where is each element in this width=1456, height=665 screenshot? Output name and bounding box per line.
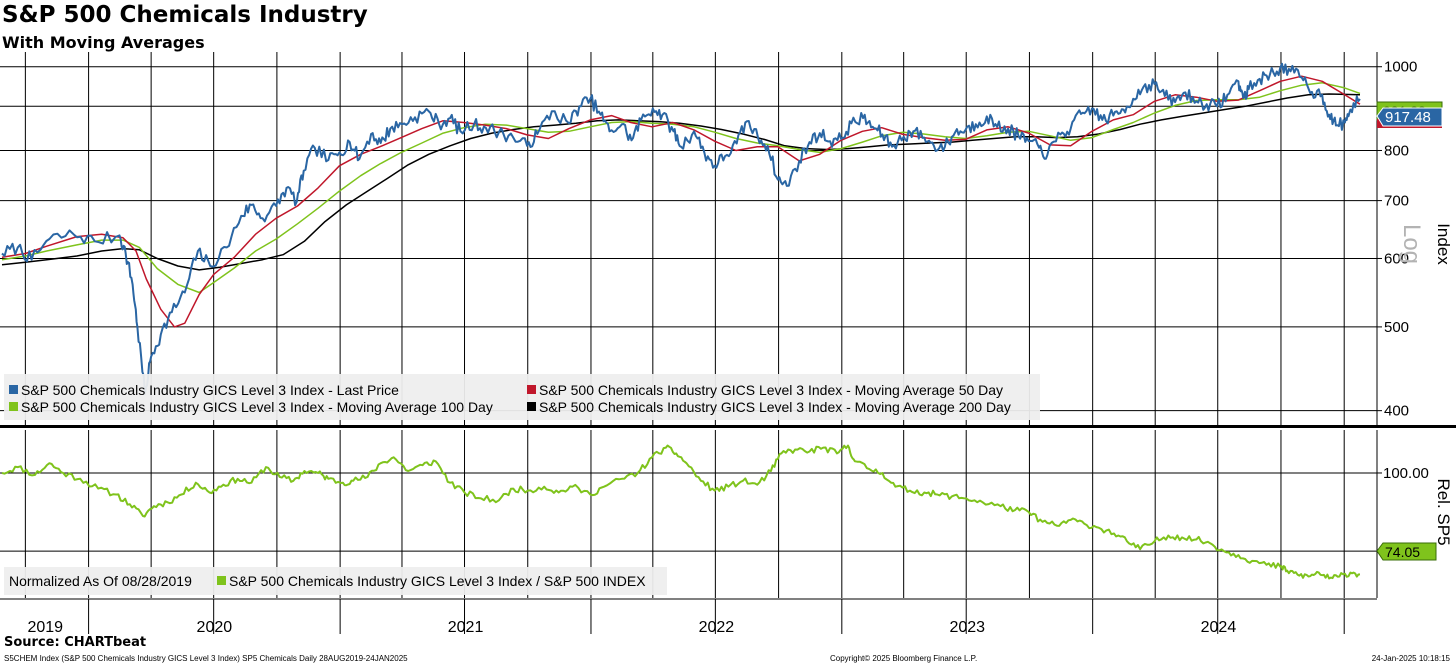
- legend-swatch-relative: [217, 576, 226, 585]
- relative-last-tag-label: 74.05: [1385, 544, 1420, 560]
- upper-y-axis: 400 500 600 700 800 1000: [1376, 52, 1417, 425]
- source-label: Source: CHARTbeat: [4, 635, 147, 650]
- chart-title: S&P 500 Chemicals Industry: [2, 2, 368, 28]
- relative-last-tag: 74.05: [1376, 542, 1437, 561]
- upper-y-axis-label: Index: [1434, 223, 1453, 265]
- lower-y-tick-label: 100.00: [1383, 465, 1429, 482]
- footer-description: S5CHEM Index (S&P 500 Chemicals Industry…: [4, 654, 408, 663]
- upper-legend: S&P 500 Chemicals Industry GICS Level 3 …: [4, 374, 1040, 420]
- upper-legend-background: [4, 374, 1040, 420]
- normalized-label: Normalized As Of 08/28/2019: [9, 573, 192, 589]
- lower-legend: Normalized As Of 08/28/2019 S&P 500 Chem…: [4, 567, 667, 595]
- upper-plot-area: [0, 52, 1377, 425]
- legend-swatch-last-price: [9, 385, 18, 394]
- last-price-tag: 917.48: [1376, 107, 1443, 127]
- ma200-line: [1, 93, 1361, 271]
- lower-series-group: [1, 444, 1361, 580]
- relative-performance-line: [1, 444, 1361, 580]
- lower-legend-background: [4, 567, 667, 595]
- legend-swatch-ma200: [527, 402, 536, 411]
- x-tick-label: 2020: [197, 619, 233, 636]
- legend-label-last-price: S&P 500 Chemicals Industry GICS Level 3 …: [21, 382, 399, 398]
- upper-y-tick-label: 1000: [1384, 59, 1417, 76]
- x-axis: 2019 2020 2021 2022 2023 2024: [0, 598, 1377, 636]
- legend-label-ma200: S&P 500 Chemicals Industry GICS Level 3 …: [539, 399, 1011, 415]
- x-tick-label: 2022: [699, 619, 735, 636]
- upper-y-tick-label: 400: [1384, 403, 1409, 420]
- legend-label-relative: S&P 500 Chemicals Industry GICS Level 3 …: [229, 573, 646, 589]
- upper-gridlines: [0, 52, 1377, 425]
- lower-y-axis-label: Rel. SP5: [1434, 478, 1453, 545]
- relative-last-tag-shape: [1376, 542, 1437, 561]
- footer-timestamp: 24-Jan-2025 10:18:15: [1371, 654, 1450, 663]
- upper-y-tick-label: 600: [1384, 250, 1409, 267]
- chart-subtitle: With Moving Averages: [2, 33, 205, 52]
- footer-copyright: Copyright© 2025 Bloomberg Finance L.P.: [830, 654, 978, 663]
- upper-y-tick-label: 700: [1384, 193, 1409, 210]
- ma50-line: [1, 75, 1361, 328]
- x-tick-label: 2024: [1201, 619, 1237, 636]
- last-price-line: [1, 62, 1361, 396]
- upper-y-tick-label: 500: [1384, 319, 1409, 336]
- legend-swatch-ma50: [527, 385, 536, 394]
- legend-label-ma50: S&P 500 Chemicals Industry GICS Level 3 …: [539, 382, 1003, 398]
- x-tick-label: 2023: [949, 619, 985, 636]
- upper-y-tick-label: 800: [1384, 142, 1409, 159]
- log-scale-label: Log: [1398, 224, 1425, 264]
- last-price-tag-shape: [1376, 107, 1443, 127]
- upper-series-group: [1, 62, 1361, 396]
- x-tick-label: 2019: [27, 619, 63, 636]
- legend-swatch-ma100: [9, 402, 18, 411]
- legend-label-ma100: S&P 500 Chemicals Industry GICS Level 3 …: [21, 399, 493, 415]
- last-price-tag-label: 917.48: [1385, 109, 1431, 126]
- x-tick-label: 2021: [448, 619, 484, 636]
